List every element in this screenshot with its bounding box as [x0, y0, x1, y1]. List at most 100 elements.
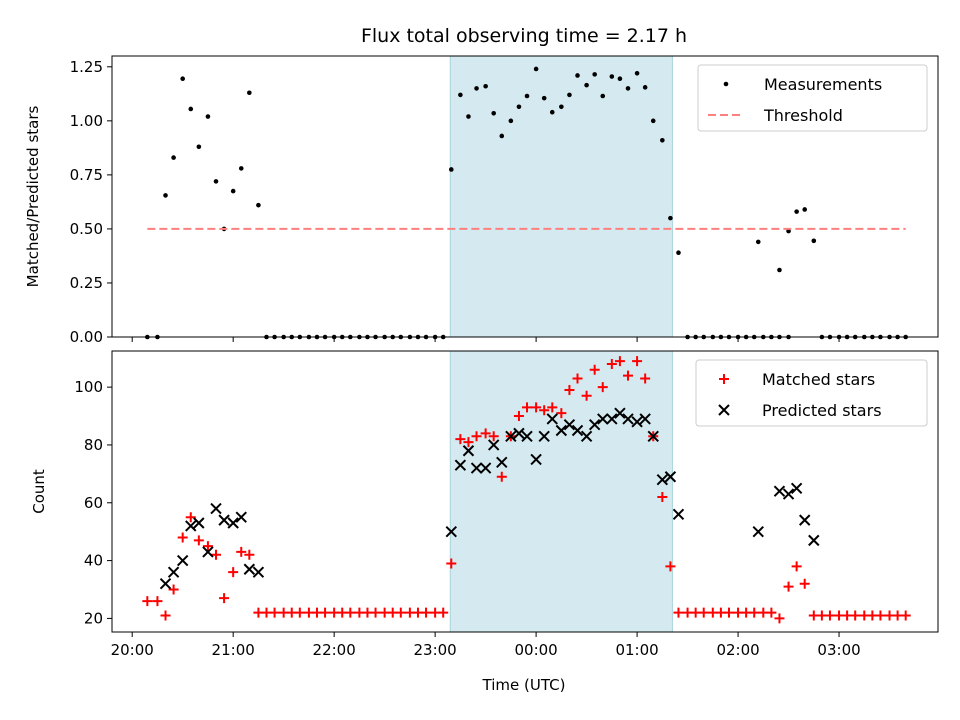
measurement-point [499, 133, 505, 139]
legend-box [695, 359, 928, 427]
matched-star-point [791, 561, 802, 572]
y-tick-label: 1.00 [70, 112, 103, 130]
measurement-point [247, 90, 252, 96]
predicted-star-point [462, 445, 475, 457]
measurement-point [256, 202, 261, 208]
measurement-point [567, 92, 572, 98]
measurement-point [676, 250, 681, 255]
predicted-star-point [782, 488, 795, 500]
matched-star-point [463, 437, 474, 448]
y-tick-label: 40 [84, 552, 103, 570]
measurement-point [584, 82, 589, 88]
measurement-point [508, 118, 514, 124]
matched-star-point [177, 532, 188, 543]
predicted-star-point [487, 439, 500, 451]
y-tick-label: 20 [84, 609, 103, 627]
matched-star-point [488, 431, 499, 442]
matched-star-point [556, 408, 567, 419]
predicted-star-point [193, 517, 205, 529]
x-tick-label: 22:00 [313, 641, 356, 659]
predicted-star-point [571, 424, 584, 437]
matched-star-point [581, 390, 592, 401]
measurement-point [811, 238, 817, 244]
measurement-point [533, 66, 539, 72]
predicted-star-point [227, 517, 239, 529]
measurement-point [786, 228, 791, 234]
matched-star-point [665, 561, 676, 572]
matched-star-point [294, 607, 305, 618]
observing-window-span-bottom [449, 350, 673, 633]
matched-star-point [564, 385, 575, 396]
measurement-point [171, 155, 176, 160]
matched-star-point [269, 607, 280, 618]
ratio-axes: 0.00 0.25 0.50 0.75 1.00 1.25 [70, 58, 840, 346]
matched-star-point [142, 596, 153, 607]
matched-star-point [673, 607, 684, 618]
matched-star-point [236, 546, 247, 557]
measurement-point [205, 114, 211, 119]
measurement-point [448, 167, 454, 172]
matched-star-point [749, 607, 760, 618]
measurement-point [668, 215, 673, 221]
predicted-star-point [752, 525, 764, 538]
measurement-point [196, 144, 202, 150]
y-tick-label: 1.25 [70, 58, 103, 76]
predicted-star-point [538, 430, 550, 442]
measurement-point [188, 106, 194, 112]
measurement-point [458, 92, 463, 98]
predicted-star-point [445, 525, 457, 538]
predicted-star-point [167, 566, 180, 578]
count-marks [142, 356, 911, 624]
ratio-plot-frame [111, 55, 939, 338]
count-panel: 20:00 21:00 22:00 23:00 00:00 01:00 02:00 03:00… [30, 350, 939, 659]
measurement-point [660, 138, 665, 143]
x-tick-label: 23:00 [414, 641, 457, 659]
ratio-panel: 0.00 0.25 0.50 0.75 1.00 1.25 Matched/Predict… [24, 55, 939, 346]
measurement-point [755, 239, 761, 245]
y-tick-label: 0.75 [70, 166, 103, 184]
matched-star-point [421, 607, 432, 618]
matched-star-point [496, 471, 507, 482]
y-tick-label: 0.00 [70, 328, 103, 346]
predicted-star-point [530, 453, 542, 466]
measurement-point [559, 104, 564, 110]
predicted-star-point [185, 520, 197, 532]
measurement-point [516, 104, 522, 110]
predicted-star-point [513, 427, 525, 440]
predicted-star-point [546, 413, 558, 425]
predicted-star-point [588, 419, 601, 431]
ratio-y-axis-label: Matched/Predicted stars [24, 106, 42, 288]
x-tick-label: 21:00 [212, 641, 255, 659]
measurement-point [794, 209, 799, 214]
matched-star-point [824, 610, 835, 621]
predicted-star-point [622, 413, 634, 425]
count-axes: 20:00 21:00 22:00 23:00 00:00 01:00 02:00 03:00… [74, 378, 860, 659]
predicted-star-point [606, 413, 618, 425]
measurement-point [213, 179, 219, 184]
predicted-star-point [235, 511, 247, 523]
measurement-point [592, 72, 597, 77]
predicted-star-point [454, 459, 467, 471]
predicted-star-point [580, 430, 593, 442]
predicted-star-point [773, 485, 786, 497]
matched-star-point [606, 359, 617, 370]
matched-star-point [547, 402, 558, 413]
measurement-point [609, 74, 615, 79]
measurement-point [625, 86, 631, 91]
count-legend: Matched stars Predicted stars [695, 359, 928, 427]
measurement-point [642, 85, 648, 90]
matched-star-point [160, 610, 171, 621]
measurement-point [777, 267, 782, 273]
y-tick-label: 80 [84, 436, 103, 454]
y-tick-label: 0.50 [70, 220, 103, 238]
matched-star-point [589, 364, 600, 375]
matched-star-point [185, 512, 196, 523]
matched-star-point [446, 558, 457, 569]
matched-star-point [875, 610, 886, 621]
matched-star-point [152, 596, 163, 607]
measurement-point [163, 193, 168, 198]
matched-star-point [597, 382, 608, 393]
legend-entry-label: Threshold [763, 106, 843, 125]
matched-star-point [531, 402, 542, 413]
count-y-axis-label: Count [30, 469, 48, 514]
